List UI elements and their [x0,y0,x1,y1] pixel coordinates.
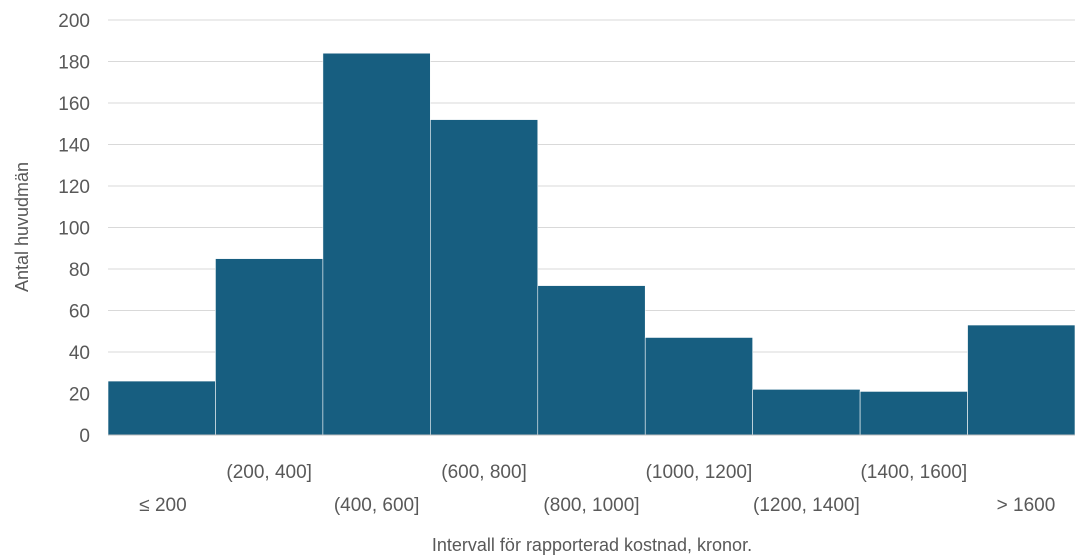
bar [215,258,324,436]
x-axis-title: Intervall för rapporterad kostnad, krono… [432,535,752,555]
x-tick-label: (200, 400] [226,462,312,483]
x-tick-label: ≤ 200 [139,495,186,516]
bars [107,52,1075,436]
x-tick-label: (400, 600] [334,495,420,516]
bar [752,389,861,436]
y-axis-title: Antal huvudmän [12,162,32,292]
bar [537,285,646,436]
bar [430,119,539,436]
y-tick-label: 0 [79,426,90,447]
y-tick-label: 40 [69,343,90,364]
x-tick-label: (1200, 1400] [753,495,860,516]
bar [322,52,431,436]
bar [967,324,1075,436]
y-tick-label: 120 [58,177,90,198]
x-tick-labels: ≤ 200 (200, 400] (400, 600] (600, 800] (800,… [139,462,1055,516]
y-tick-labels: 0 20 40 60 80 100 120 140 160 180 200 [58,11,90,447]
y-tick-label: 80 [69,260,90,281]
y-tick-label: 200 [58,11,90,32]
y-tick-label: 100 [58,219,90,240]
y-tick-label: 160 [58,94,90,115]
bar [107,380,216,436]
bar [644,337,753,436]
x-tick-label: > 1600 [997,495,1056,516]
y-tick-label: 60 [69,302,90,323]
y-tick-label: 140 [58,136,90,157]
x-tick-label: (800, 1000] [543,495,639,516]
y-tick-label: 180 [58,53,90,74]
x-tick-label: (600, 800] [441,462,527,483]
x-tick-label: (1000, 1200] [646,462,753,483]
bar [859,391,968,436]
y-tick-label: 20 [69,385,90,406]
x-tick-label: (1400, 1600] [860,462,967,483]
